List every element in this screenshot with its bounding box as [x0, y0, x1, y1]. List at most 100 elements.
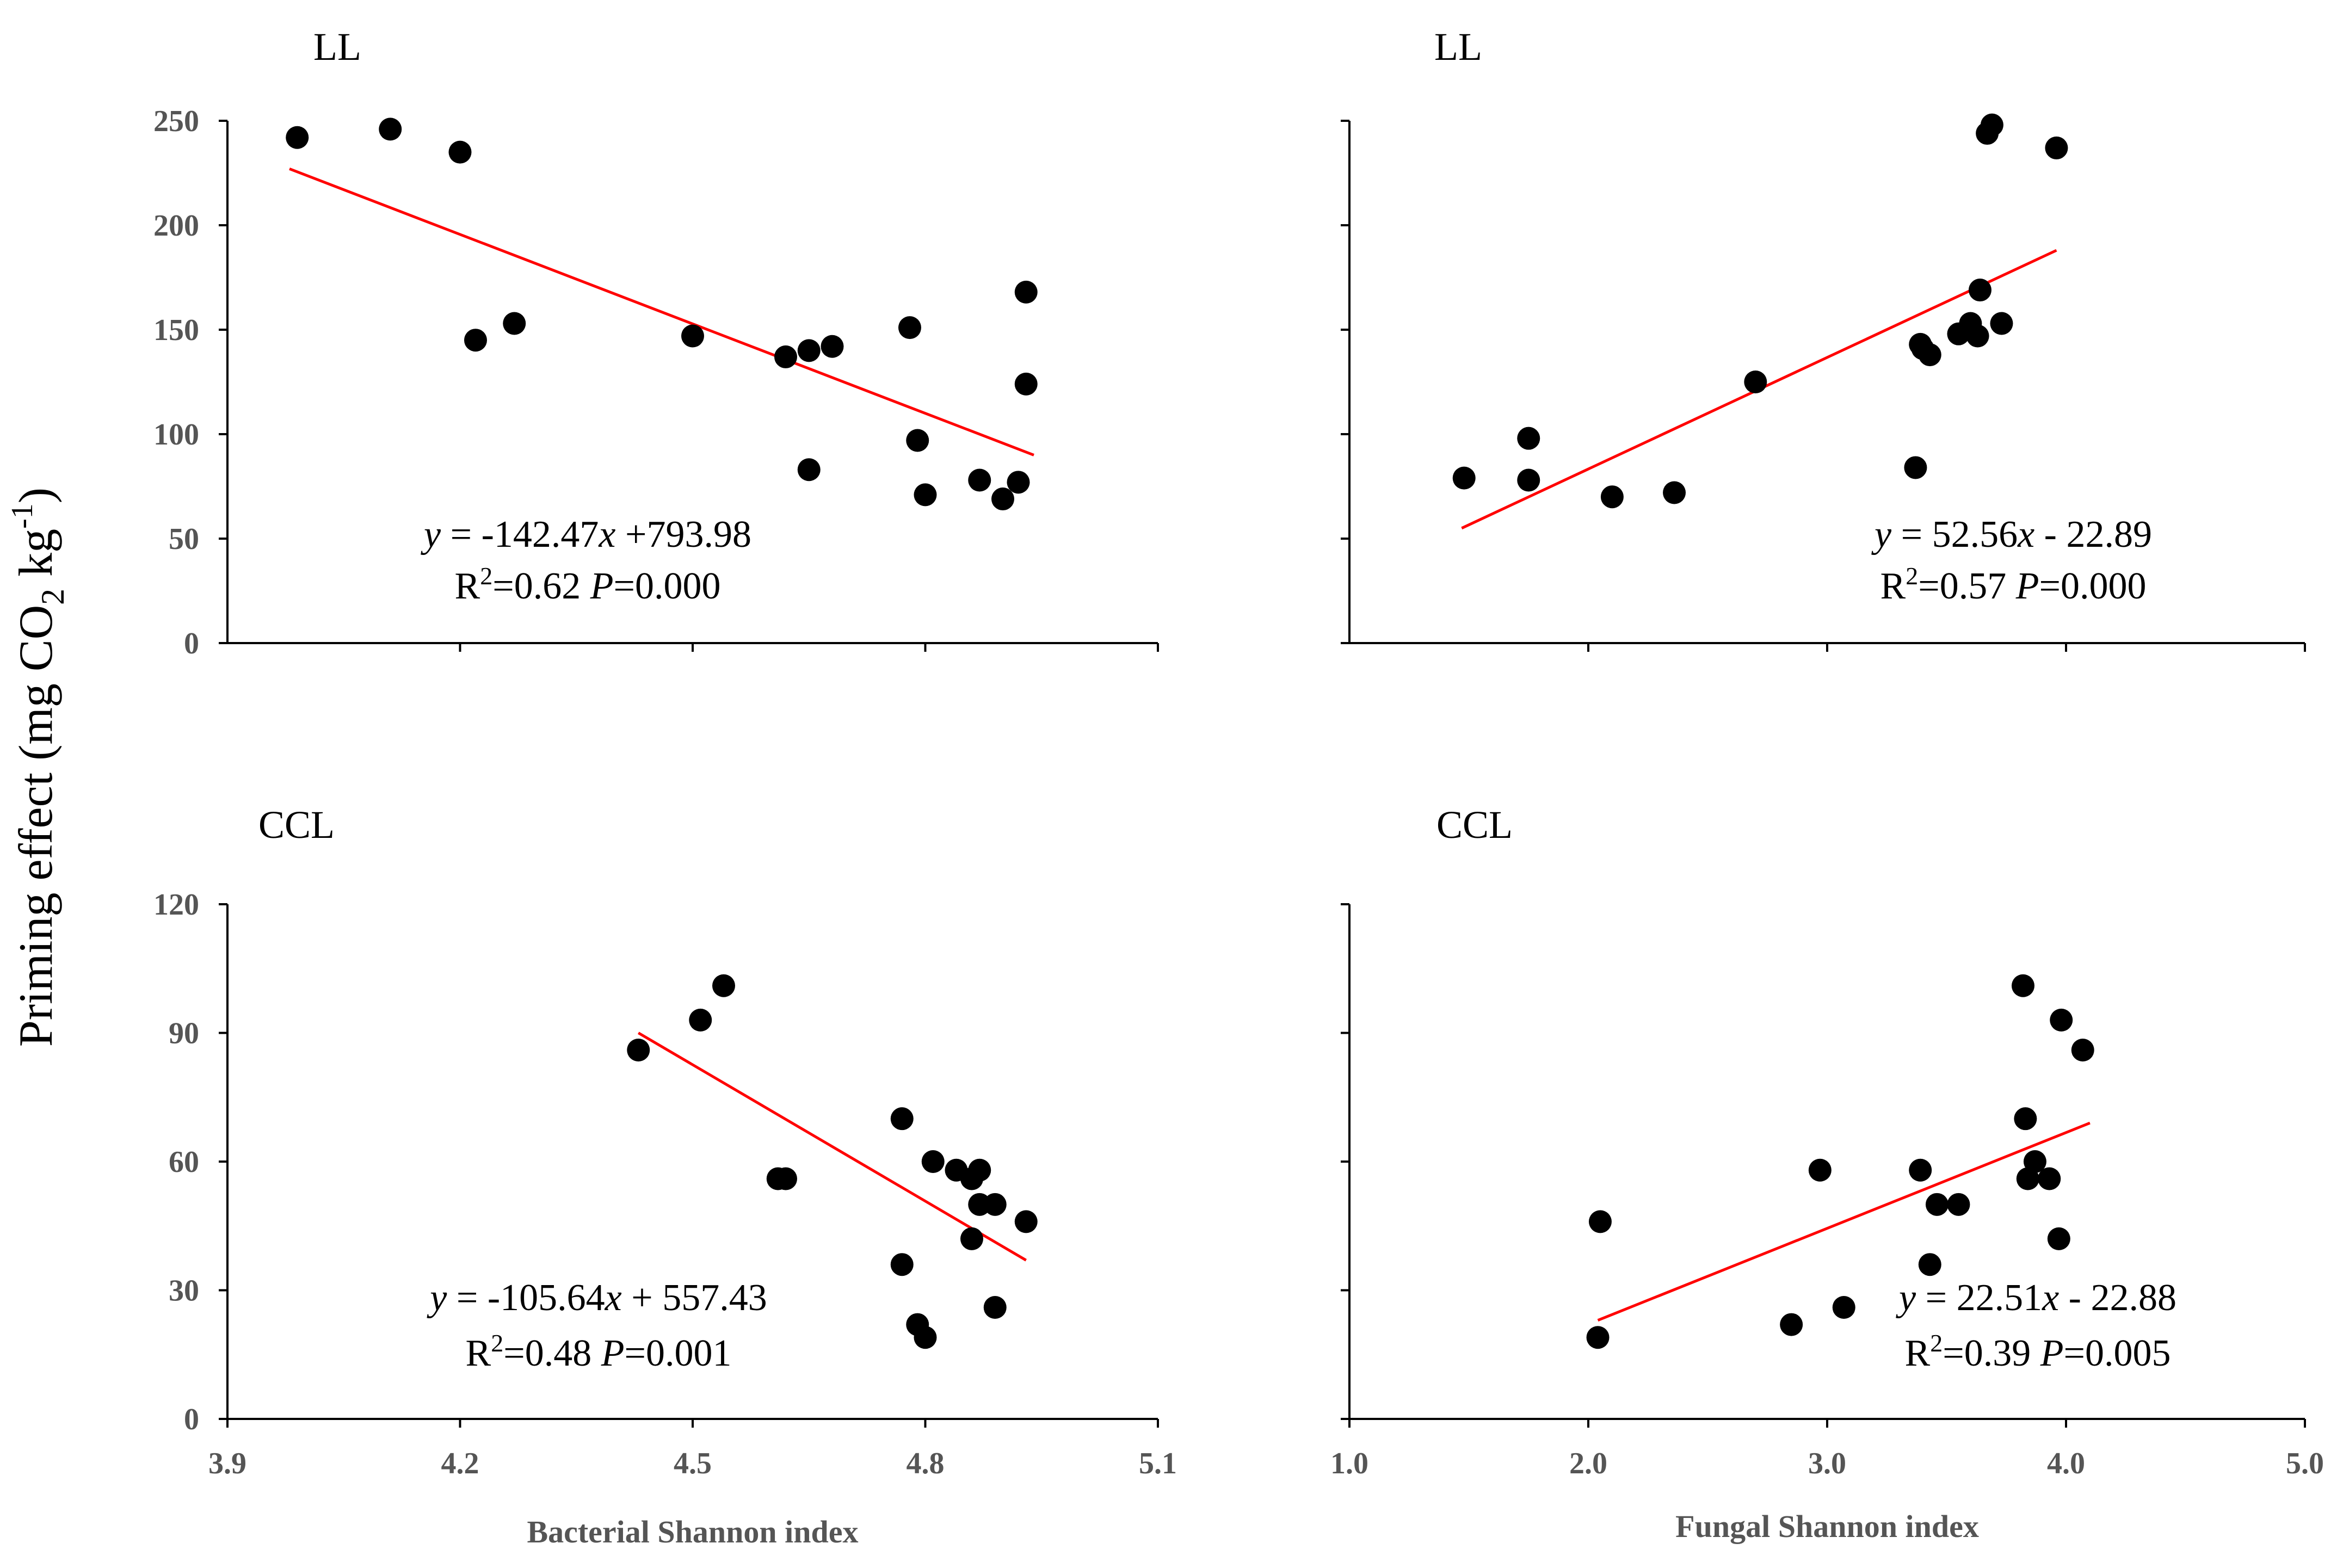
x-tick-label: 5.1 — [1139, 1447, 1177, 1480]
r2-letter: R — [455, 565, 480, 607]
eq-slope: = -142.47 — [441, 514, 599, 555]
data-point — [921, 1150, 945, 1173]
r2-value: =0.48 — [503, 1332, 601, 1374]
data-point — [914, 1326, 937, 1349]
data-point — [1918, 1253, 1941, 1276]
r2-letter: R — [1880, 565, 1906, 607]
data-point — [1014, 280, 1038, 304]
x-axis-label: Bacterial Shannon index — [527, 1514, 858, 1550]
r-squared-text: R2=0.39 P=0.005 — [1905, 1329, 2171, 1374]
y-label-end: ) — [10, 487, 63, 503]
data-point — [1517, 427, 1540, 450]
x-tick-label: 2.0 — [1569, 1447, 1607, 1480]
p-letter: P — [601, 1332, 625, 1374]
eq-y-var: y — [1896, 1277, 1916, 1319]
x-tick-label: 3.9 — [208, 1447, 246, 1480]
p-value: =0.000 — [2039, 565, 2146, 607]
eq-intercept: - 22.89 — [2034, 514, 2152, 555]
data-point — [906, 429, 929, 452]
data-point — [689, 1008, 712, 1032]
regression-equation: y = -142.47x +793.98 — [421, 514, 751, 555]
data-point — [1980, 113, 2003, 137]
r2-letter: R — [466, 1332, 491, 1374]
y-tick-label: 100 — [153, 418, 199, 452]
p-letter: P — [2015, 565, 2039, 607]
data-point — [503, 312, 526, 335]
data-point — [1918, 343, 1941, 367]
eq-intercept: - 22.88 — [2059, 1277, 2176, 1319]
data-point — [1663, 481, 1686, 504]
data-point — [991, 487, 1014, 511]
data-point — [2016, 1167, 2039, 1190]
eq-intercept: +793.98 — [615, 514, 751, 555]
eq-x-var: x — [605, 1277, 622, 1319]
p-letter: P — [2040, 1332, 2064, 1374]
data-point — [890, 1107, 914, 1131]
regression-equation: y = 52.56x - 22.89 — [1871, 514, 2152, 555]
x-tick-label: 4.8 — [907, 1447, 945, 1480]
data-point — [1600, 485, 1624, 509]
data-point — [1990, 312, 2013, 335]
data-point — [914, 483, 937, 507]
r2-superscript: 2 — [1906, 562, 1918, 590]
data-point — [2011, 974, 2034, 997]
eq-x-var: x — [598, 514, 615, 555]
eq-slope: = -105.64 — [447, 1277, 605, 1319]
eq-x-var: x — [2042, 1277, 2059, 1319]
data-point — [898, 316, 921, 339]
y-label-mid: kg — [10, 529, 63, 589]
data-point — [983, 1296, 1007, 1319]
trend-line — [289, 167, 1034, 456]
data-point — [1947, 1193, 1970, 1216]
data-point — [1744, 371, 1767, 393]
y-tick-label: 150 — [153, 313, 199, 347]
eq-slope: = 52.56 — [1891, 514, 2018, 555]
y-tick-label: 30 — [169, 1274, 199, 1308]
chart-panel-ll-fungal: LL y = 52.56x - 22.89 R2=0.57 P=0.000 — [1341, 25, 2306, 652]
p-letter: P — [590, 565, 614, 607]
data-point — [968, 468, 991, 492]
r-squared-text: R2=0.48 P=0.001 — [466, 1329, 732, 1374]
data-point — [968, 1158, 991, 1182]
data-point — [2045, 136, 2068, 159]
y-label-superscript: -1 — [5, 503, 39, 529]
y-label-subscript: 2 — [35, 589, 71, 605]
data-point — [627, 1039, 650, 1062]
data-point — [983, 1193, 1007, 1216]
y-axis-label: Priming effect (mg CO2 kg-1) — [5, 487, 71, 1047]
data-point — [464, 329, 487, 352]
data-point — [2014, 1107, 2037, 1131]
data-point — [1517, 468, 1540, 492]
p-value: =0.000 — [613, 565, 720, 607]
r-squared-text: R2=0.62 P=0.000 — [455, 562, 721, 607]
data-point — [797, 458, 821, 481]
eq-y-var: y — [1871, 514, 1892, 555]
data-point — [2038, 1167, 2061, 1190]
data-point — [1808, 1158, 1832, 1182]
data-point — [1909, 1158, 1932, 1182]
data-point — [797, 339, 821, 362]
eq-y-var: y — [427, 1277, 447, 1319]
x-tick-label: 5.0 — [2286, 1447, 2324, 1480]
x-tick-label: 3.0 — [1808, 1447, 1846, 1480]
data-point — [286, 126, 309, 149]
data-point — [1925, 1193, 1949, 1216]
r2-superscript: 2 — [1930, 1329, 1943, 1357]
p-value: =0.005 — [2063, 1332, 2171, 1374]
data-point — [1904, 456, 1927, 479]
panel-title: CCL — [258, 803, 335, 847]
data-point — [1586, 1326, 1610, 1349]
r2-superscript: 2 — [491, 1329, 503, 1357]
y-tick-label: 50 — [169, 522, 199, 556]
data-point — [821, 335, 844, 358]
y-tick-label: 0 — [184, 1403, 199, 1436]
y-tick-label: 120 — [153, 888, 199, 922]
data-point — [1588, 1210, 1612, 1233]
x-axis-label: Fungal Shannon index — [1675, 1509, 1979, 1544]
regression-equation: y = 22.51x - 22.88 — [1896, 1277, 2176, 1319]
y-tick-label: 200 — [153, 209, 199, 243]
panel-title: CCL — [1436, 803, 1513, 847]
trend-line — [637, 1032, 1027, 1262]
y-tick-label: 90 — [169, 1017, 199, 1051]
